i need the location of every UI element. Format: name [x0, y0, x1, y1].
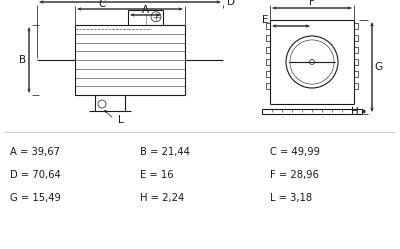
Text: F = 28,96: F = 28,96 — [270, 170, 319, 180]
Bar — [266, 83, 270, 89]
Text: L = 3,18: L = 3,18 — [270, 193, 312, 203]
Text: F: F — [309, 0, 315, 7]
Text: L: L — [118, 115, 124, 125]
Bar — [266, 35, 270, 41]
Text: G: G — [374, 62, 382, 72]
Text: H = 2,24: H = 2,24 — [140, 193, 184, 203]
Text: G = 15,49: G = 15,49 — [10, 193, 61, 203]
Text: E: E — [262, 15, 268, 25]
Text: D = 70,64: D = 70,64 — [10, 170, 61, 180]
Text: H: H — [351, 107, 359, 117]
Text: B = 21,44: B = 21,44 — [140, 147, 190, 157]
Bar — [354, 59, 358, 65]
Bar — [266, 23, 270, 29]
Text: A = 39,67: A = 39,67 — [10, 147, 60, 157]
Bar — [354, 23, 358, 29]
Bar — [266, 59, 270, 65]
Bar — [354, 47, 358, 53]
Bar — [266, 47, 270, 53]
Text: C: C — [99, 0, 106, 9]
Bar — [354, 71, 358, 77]
Bar — [266, 71, 270, 77]
Text: E = 16: E = 16 — [140, 170, 174, 180]
Text: B: B — [20, 55, 26, 65]
Text: D: D — [227, 0, 235, 7]
Text: A: A — [142, 5, 149, 15]
Bar — [354, 35, 358, 41]
Bar — [354, 83, 358, 89]
Text: C = 49,99: C = 49,99 — [270, 147, 320, 157]
